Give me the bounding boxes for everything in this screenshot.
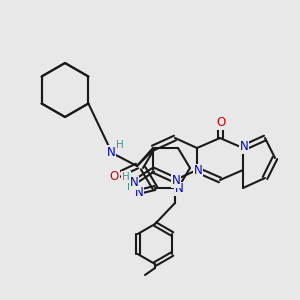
Text: N: N <box>172 175 180 188</box>
Text: N: N <box>135 187 143 200</box>
Text: H: H <box>122 172 130 182</box>
Text: N: N <box>175 182 183 196</box>
Text: O: O <box>216 116 226 130</box>
Text: N: N <box>240 140 248 154</box>
Text: H: H <box>127 182 135 192</box>
Text: N: N <box>194 164 202 178</box>
Text: N: N <box>106 146 116 158</box>
Text: N: N <box>130 176 138 190</box>
Text: O: O <box>110 169 118 182</box>
Text: H: H <box>116 140 124 150</box>
